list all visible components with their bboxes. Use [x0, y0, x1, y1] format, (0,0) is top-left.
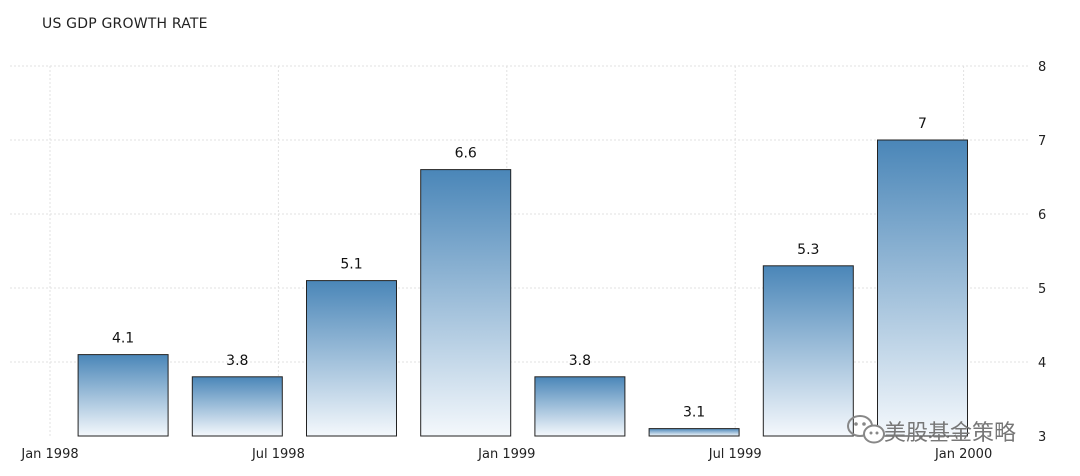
bar-value-label: 5.3	[797, 242, 819, 258]
bar-value-label: 3.8	[569, 353, 591, 369]
bar	[762, 265, 854, 437]
x-tick-label: Jan 1999	[477, 447, 535, 462]
watermark: 美股基金策略	[847, 415, 1016, 446]
bars	[77, 139, 968, 437]
watermark-text: 美股基金策略	[884, 421, 1016, 446]
wechat-icon	[847, 415, 885, 444]
y-tick-label: 7	[1038, 134, 1046, 149]
bar-value-label: 5.1	[340, 257, 362, 273]
bar	[420, 169, 512, 437]
bar-value-label: 4.1	[112, 331, 134, 347]
y-axis-ticks: 3 4 5 6 7 8	[1038, 60, 1046, 445]
bar	[306, 280, 397, 437]
bar	[534, 376, 626, 437]
bar	[77, 354, 169, 437]
bar-value-label: 3.8	[226, 353, 248, 369]
x-axis-ticks: Jan 1998 Jul 1998 Jan 1999 Jul 1999 Jan 2000	[20, 447, 992, 462]
y-tick-label: 4	[1038, 356, 1046, 371]
x-tick-label: Jul 1999	[708, 447, 762, 462]
x-tick-label: Jan 1998	[20, 447, 78, 462]
bar-value-label: 3.1	[683, 405, 705, 421]
chart-title: US GDP GROWTH RATE	[42, 16, 208, 32]
y-tick-label: 8	[1038, 60, 1046, 75]
bar-value-label: 7	[918, 116, 927, 132]
y-tick-label: 6	[1038, 208, 1046, 223]
y-tick-label: 5	[1038, 282, 1046, 297]
bar-value-label: 6.6	[455, 146, 477, 162]
bar	[191, 376, 283, 437]
bar	[648, 428, 740, 437]
bar	[877, 139, 968, 437]
x-tick-label: Jul 1998	[251, 447, 305, 462]
data-labels: 4.1 3.8 5.1 6.6 3.8 3.1 5.3 7	[112, 116, 927, 421]
x-tick-label: Jan 2000	[934, 447, 992, 462]
y-tick-label: 3	[1038, 430, 1046, 445]
